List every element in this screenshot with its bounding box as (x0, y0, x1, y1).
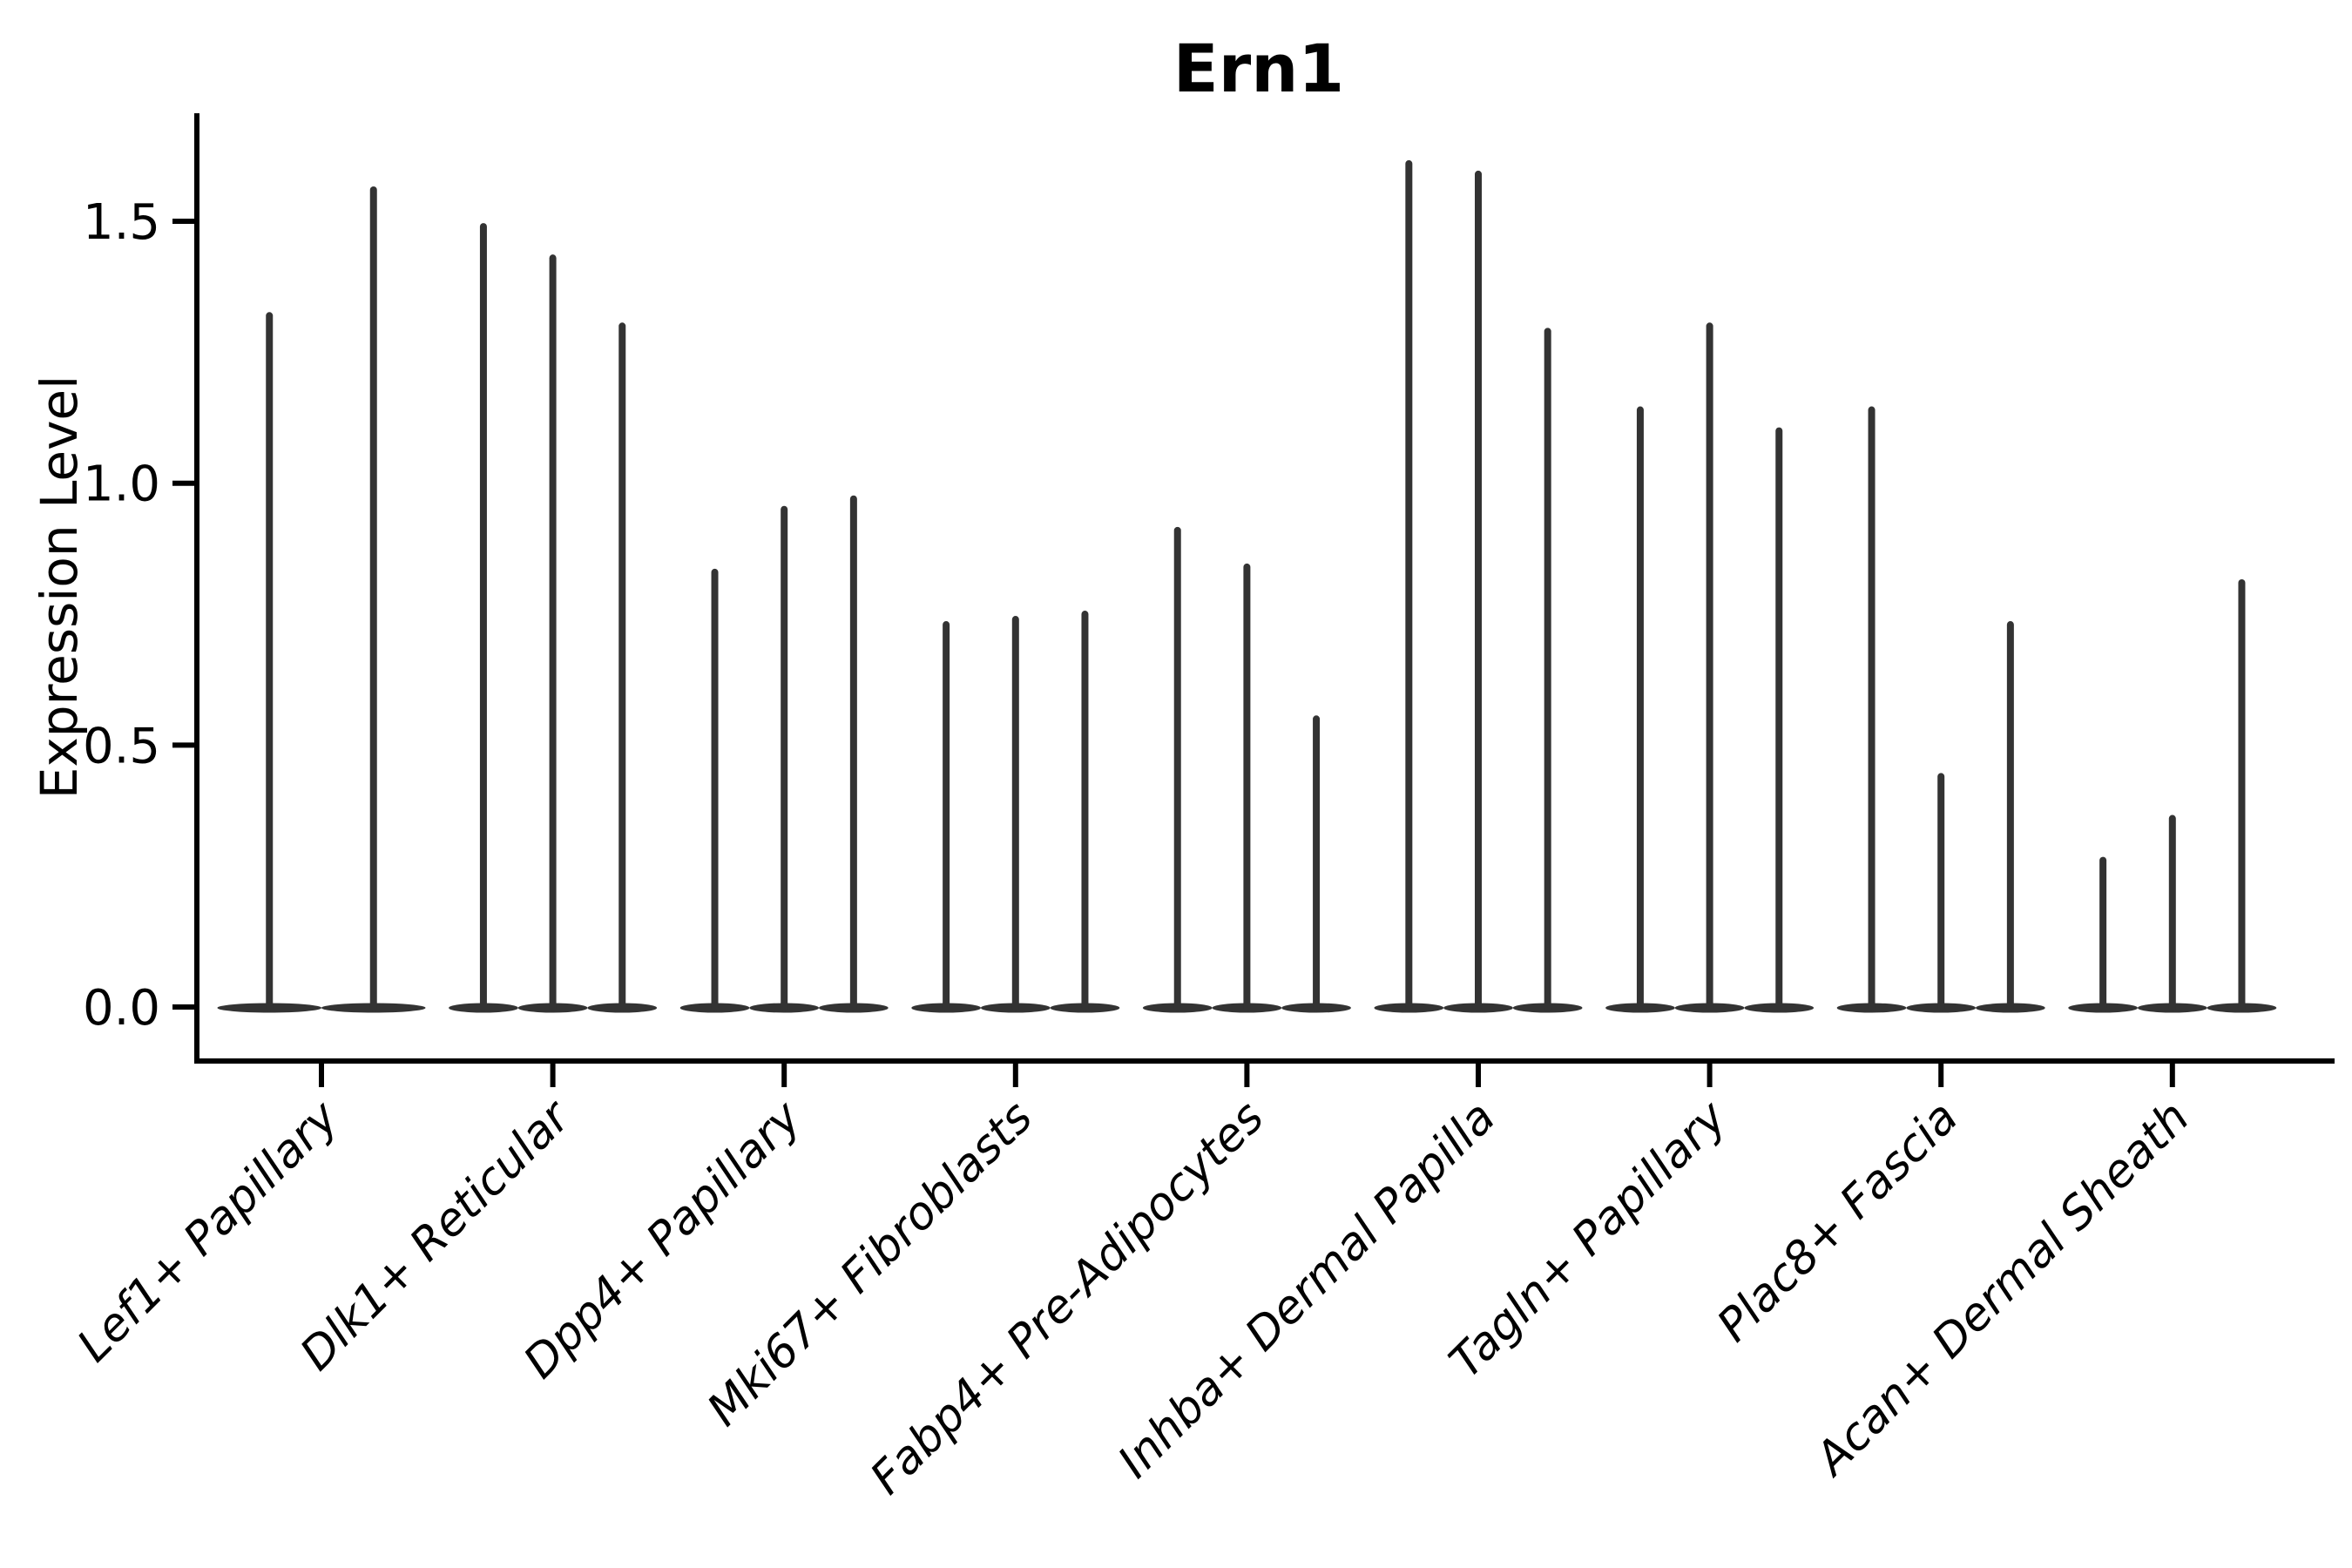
x-tick-label: Acan+ Dermal Sheath (1804, 1092, 2200, 1487)
y-tick-label: 0.0 (83, 980, 160, 1037)
y-axis-label: Expression Level (30, 375, 89, 799)
y-tick-label: 0.5 (83, 718, 160, 774)
x-tick-label: Inhba+ Dermal Papilla (1108, 1092, 1505, 1489)
violin-group (217, 186, 426, 1013)
y-tick-label: 1.5 (83, 194, 160, 251)
violin-group (679, 495, 889, 1013)
chart-title: Ern1 (1173, 30, 1344, 107)
violin-group (1142, 526, 1351, 1013)
violins-layer (217, 159, 2277, 1013)
violin-group (911, 611, 1120, 1013)
violin-group (1605, 322, 1815, 1013)
violin-group (1836, 406, 2045, 1013)
x-tick-label: Fabp4+ Pre-Adipocytes (861, 1092, 1274, 1505)
violin-group (2068, 578, 2277, 1013)
y-tick-label: 1.0 (83, 456, 160, 513)
x-tick-label: Plac8+ Fascia (1707, 1092, 1968, 1352)
violin-group (1374, 159, 1583, 1013)
violin-group (449, 223, 658, 1013)
